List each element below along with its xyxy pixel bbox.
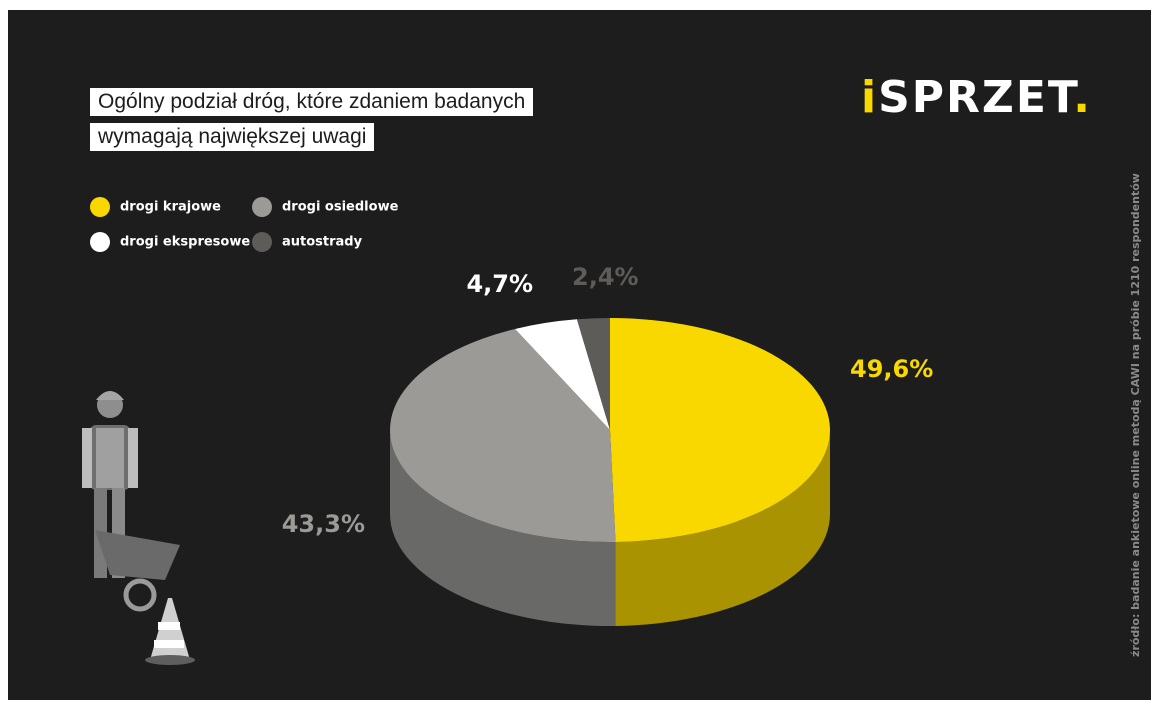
slice-side bbox=[615, 430, 830, 626]
slice bbox=[610, 318, 830, 542]
source-note: źródło: badanie ankietowe online metodą … bbox=[1129, 173, 1142, 657]
value-label: 2,4% bbox=[572, 263, 639, 291]
logo: iSPRZET. bbox=[861, 72, 1092, 123]
slice bbox=[576, 318, 610, 430]
chart-title: wymagają największej uwagi bbox=[90, 123, 375, 151]
legend-swatch bbox=[90, 197, 110, 217]
logo-part: . bbox=[1073, 72, 1092, 123]
worker-illustration bbox=[82, 391, 195, 665]
logo-part: SPRZET bbox=[878, 72, 1074, 123]
slice bbox=[390, 328, 616, 542]
value-label: 43,3% bbox=[282, 510, 365, 538]
legend-swatch bbox=[90, 232, 110, 252]
legend-swatch bbox=[252, 197, 272, 217]
value-label: 4,7% bbox=[466, 270, 533, 298]
chart-title: Ogólny podział dróg, które zdaniem badan… bbox=[90, 88, 534, 116]
slice bbox=[515, 319, 610, 430]
pie-tops bbox=[390, 318, 830, 542]
legend-label: autostrady bbox=[282, 235, 363, 250]
pie-sides bbox=[390, 430, 830, 626]
legend-label: drogi krajowe bbox=[120, 200, 221, 215]
logo-part: i bbox=[861, 72, 879, 123]
legend-swatch bbox=[252, 232, 272, 252]
value-label: 49,6% bbox=[850, 355, 933, 383]
slice-side bbox=[390, 430, 616, 626]
legend-label: drogi ekspresowe bbox=[120, 235, 250, 250]
legend-label: drogi osiedlowe bbox=[282, 200, 399, 215]
